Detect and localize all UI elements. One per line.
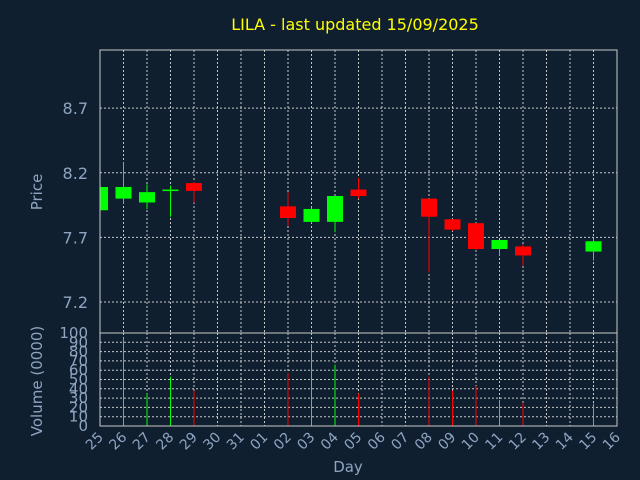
volume-tick-label: 20 bbox=[69, 398, 88, 416]
volume-panel-frame bbox=[99, 332, 618, 427]
candle-body-29 bbox=[186, 183, 202, 191]
price-tick-label: 8.2 bbox=[63, 164, 88, 183]
candle-body-26 bbox=[115, 186, 132, 199]
candle-body-15 bbox=[585, 241, 602, 252]
x-tick-label: 05 bbox=[341, 430, 365, 454]
volume-tick-label: 70 bbox=[69, 352, 88, 370]
candle-body-12 bbox=[515, 246, 531, 256]
x-tick-label: 03 bbox=[294, 430, 318, 454]
x-tick-label: 16 bbox=[600, 429, 624, 453]
candle-body-04 bbox=[327, 196, 343, 222]
x-tick-label: 14 bbox=[553, 429, 577, 453]
x-tick-label: 31 bbox=[224, 430, 248, 454]
x-tick-label: 13 bbox=[529, 430, 553, 454]
volume-tick-label: 60 bbox=[69, 361, 88, 379]
candle-body-05 bbox=[350, 189, 367, 197]
x-tick-label: 11 bbox=[482, 430, 506, 454]
volume-tick-label: 40 bbox=[69, 380, 88, 398]
candle-body-25 bbox=[100, 186, 108, 211]
volume-tick-label: 10 bbox=[69, 408, 88, 426]
chart-title: LILA - last updated 15/09/2025 bbox=[231, 15, 479, 34]
candle-body-27 bbox=[139, 192, 155, 203]
candle-body-08 bbox=[421, 198, 437, 217]
x-tick-label: 04 bbox=[318, 429, 342, 453]
price-tick-label: 7.7 bbox=[63, 228, 88, 247]
candles bbox=[99, 162, 602, 273]
x-tick-label: 29 bbox=[177, 430, 201, 454]
x-tick-label: 08 bbox=[412, 430, 436, 454]
volume-tick-label: 100 bbox=[59, 324, 88, 342]
volume-tick-label: 50 bbox=[69, 371, 88, 389]
volume-tick-label: 80 bbox=[69, 343, 88, 361]
x-axis-label: Day bbox=[333, 458, 363, 476]
x-tick-label: 10 bbox=[459, 430, 483, 454]
x-tick-label: 12 bbox=[506, 430, 530, 454]
candle-body-09 bbox=[444, 219, 461, 230]
volume-tick-label: 30 bbox=[69, 389, 88, 407]
grid-lines bbox=[100, 50, 617, 426]
x-tick-label: 06 bbox=[365, 429, 389, 453]
candle-body-02 bbox=[280, 206, 296, 218]
x-tick-label: 15 bbox=[576, 430, 600, 454]
candle-body-10 bbox=[468, 223, 484, 250]
x-tick-label: 02 bbox=[271, 430, 295, 454]
volume-bars bbox=[99, 337, 594, 426]
x-tick-label: 09 bbox=[435, 430, 459, 454]
x-tick-label: 28 bbox=[153, 430, 177, 454]
x-tick-label: 27 bbox=[130, 430, 154, 454]
candle-body-11 bbox=[491, 239, 508, 250]
x-tick-label: 01 bbox=[247, 430, 271, 454]
x-tick-label: 07 bbox=[388, 430, 412, 454]
price-axis-label: Price bbox=[28, 174, 46, 211]
volume-axis-label: Volume (0000) bbox=[28, 326, 46, 436]
volume-tick-label: 0 bbox=[78, 417, 88, 435]
x-tick-label: 30 bbox=[200, 430, 224, 454]
candle-body-28 bbox=[162, 189, 179, 192]
plot-frames bbox=[99, 49, 618, 427]
volume-tick-label: 90 bbox=[69, 333, 88, 351]
x-tick-label: 26 bbox=[106, 429, 130, 453]
price-tick-label: 8.7 bbox=[63, 99, 88, 118]
candle-body-03 bbox=[303, 208, 320, 222]
price-tick-label: 7.2 bbox=[63, 293, 88, 312]
